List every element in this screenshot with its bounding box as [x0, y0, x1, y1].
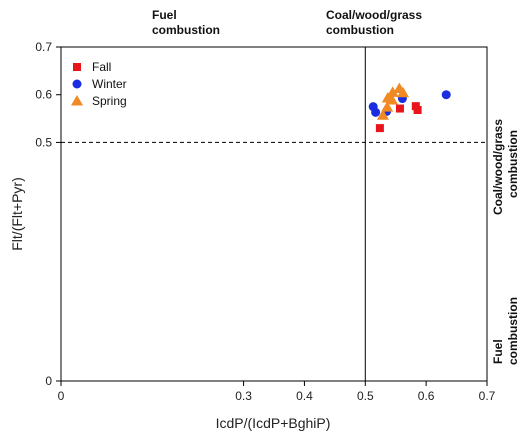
y-axis-title: Flt/(Flt+Pyr): [9, 177, 25, 251]
region-label-top-left-line2: combustion: [152, 23, 220, 37]
legend-marker-winter: [72, 79, 82, 89]
data-point-fall: [413, 105, 422, 114]
plot-area: 0 0.3 0.4 0.5 0.6 0.7 0 0.5 0.6 0.7: [35, 40, 495, 403]
y-tick-label: 0.5: [35, 135, 52, 149]
data-point-spring: [381, 101, 394, 112]
region-label-right-upper-line1: Coal/wood/grass: [491, 119, 505, 215]
x-axis-title: IcdP/(IcdP+BghiP): [216, 415, 331, 431]
legend-label-spring: Spring: [92, 94, 127, 108]
data-point-winter: [371, 107, 381, 117]
region-label-top-right-line2: combustion: [326, 23, 394, 37]
y-tick-label: 0.7: [35, 40, 52, 54]
x-tick-label: 0.7: [479, 389, 496, 403]
region-label-top-right-line1: Coal/wood/grass: [326, 8, 422, 22]
region-label-right-lower-line1: Fuel: [491, 339, 505, 364]
data-point-fall: [395, 104, 404, 113]
legend: Fall Winter Spring: [71, 60, 127, 108]
x-tick-label: 0.5: [357, 389, 374, 403]
legend-marker-fall: [73, 63, 81, 71]
region-label-right-upper-line2: combustion: [506, 130, 520, 198]
x-tick-label: 0: [58, 389, 65, 403]
data-point-winter: [441, 90, 451, 100]
data-point-spring: [386, 93, 399, 105]
data-point-spring: [397, 86, 410, 98]
legend-label-fall: Fall: [92, 60, 111, 74]
data-point-fall: [375, 124, 384, 133]
y-tick-label: 0.6: [35, 88, 52, 102]
x-tick-label: 0.6: [418, 389, 435, 403]
legend-label-winter: Winter: [92, 77, 127, 91]
legend-marker-spring: [71, 95, 83, 106]
y-tick-label: 0: [45, 374, 52, 388]
data-point-spring: [376, 109, 389, 120]
data-point-spring: [386, 86, 399, 97]
region-label-right-lower-line2: combustion: [506, 297, 520, 365]
plot-frame: [60, 46, 488, 382]
region-label-top-left-line1: Fuel: [152, 8, 177, 22]
x-tick-label: 0.4: [296, 389, 313, 403]
x-tick-label: 0.3: [235, 389, 252, 403]
